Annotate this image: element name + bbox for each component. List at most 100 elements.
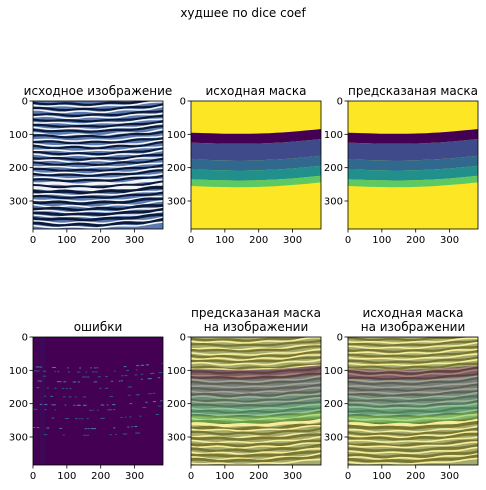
seismic-reflector (33, 195, 163, 203)
error-pixel (57, 371, 60, 373)
error-pixel (95, 371, 98, 373)
x-tick-label: 300 (283, 235, 302, 246)
error-pixel (157, 405, 162, 407)
error-pixel (53, 404, 56, 406)
y-tick-label: 0 (22, 333, 28, 344)
seismic-reflector (33, 139, 163, 147)
seismic-reflector (191, 364, 321, 372)
seismic-reflector (348, 388, 478, 395)
panel-image (348, 337, 478, 465)
x-tick-label: 0 (188, 235, 194, 246)
error-pixel (107, 409, 111, 411)
error-pixel (124, 375, 128, 377)
seismic-reflector (348, 425, 478, 434)
error-pixel (67, 371, 71, 373)
seismic-reflector (33, 185, 163, 195)
panel-title: предсказаная маска (191, 306, 321, 320)
y-tick-label: 100 (167, 366, 186, 377)
seismic-reflector (348, 381, 478, 389)
axes-frame (32, 100, 164, 230)
error-pixel (140, 378, 143, 380)
seismic-reflector (191, 337, 321, 344)
error-pixel (92, 428, 97, 430)
panel-title: исходная маска (363, 306, 464, 320)
seismic-reflector (191, 390, 321, 398)
mask-layer (191, 155, 321, 171)
error-pixel (92, 409, 95, 411)
seismic-reflector (348, 349, 478, 358)
seismic-reflector (348, 443, 478, 453)
error-pixel (50, 395, 54, 397)
seismic-reflector (191, 427, 321, 436)
error-pixel (44, 409, 47, 411)
error-pixel (51, 404, 54, 406)
seismic-reflector (191, 439, 321, 448)
error-pixel (135, 369, 138, 371)
seismic-reflector (33, 103, 163, 112)
error-pixel (35, 366, 39, 368)
error-pixel (73, 404, 76, 406)
error-pixel (152, 392, 156, 394)
seismic-reflector (33, 191, 163, 200)
mask-layer (348, 411, 478, 424)
error-pixel (135, 394, 139, 396)
mask-layer (348, 165, 478, 181)
panel-2: 0 100 200 300 0 100 200 300 исходная маска (167, 84, 322, 246)
seismic-reflector (191, 339, 321, 347)
seismic-reflector (348, 341, 478, 350)
y-tick-label: 300 (167, 433, 186, 444)
mask-layer (191, 129, 321, 144)
error-pixel (114, 370, 116, 372)
panel-title: на изображении (204, 320, 309, 334)
seismic-reflector (33, 114, 163, 123)
error-pixel (44, 404, 48, 406)
seismic-reflector (191, 423, 321, 432)
error-pixel (96, 367, 99, 369)
y-tick-label: 0 (180, 333, 186, 344)
error-pixel (127, 426, 130, 428)
error-pixel (68, 396, 72, 398)
error-pixel (43, 434, 48, 436)
x-tick-label: 300 (440, 235, 459, 246)
error-pixel (81, 418, 84, 420)
seismic-reflector (191, 443, 321, 453)
y-tick-label: 100 (324, 130, 343, 141)
error-pixel (69, 388, 72, 390)
error-pixel (56, 381, 60, 383)
seismic-reflector (348, 337, 468, 342)
error-pixel (67, 367, 69, 369)
error-pixel (115, 434, 117, 435)
axes-frame (347, 336, 479, 466)
seismic-reflector (348, 395, 478, 403)
error-pixel (161, 362, 163, 364)
error-pixel (134, 426, 138, 427)
error-pixel (39, 403, 43, 405)
seismic-reflector (348, 430, 478, 439)
error-pixel (93, 381, 98, 383)
error-pixel (122, 433, 127, 435)
y-tick-label: 200 (167, 399, 186, 410)
error-pixel (46, 427, 49, 429)
y-tick-label: 200 (167, 163, 186, 174)
y-tick-label: 0 (22, 97, 28, 108)
seismic-reflector (191, 348, 321, 356)
error-pixel (126, 370, 129, 371)
seismic-reflector (348, 441, 478, 449)
x-tick-label: 200 (406, 471, 425, 482)
seismic-reflector (348, 366, 478, 375)
error-pixel (78, 404, 81, 406)
seismic-reflector (191, 433, 321, 441)
seismic-reflector (33, 190, 163, 197)
panel-title: ошибки (74, 320, 123, 334)
seismic-reflector (348, 399, 478, 409)
seismic-reflector (33, 203, 163, 212)
seismic-reflector (348, 356, 478, 364)
panel-1: 0 100 200 300 0 100 200 300 исходное изображение (9, 84, 172, 246)
error-pixel (39, 380, 42, 382)
error-pixel (53, 367, 57, 368)
seismic-reflector (348, 377, 478, 386)
seismic-reflector (191, 356, 321, 364)
seismic-reflector (33, 178, 163, 187)
